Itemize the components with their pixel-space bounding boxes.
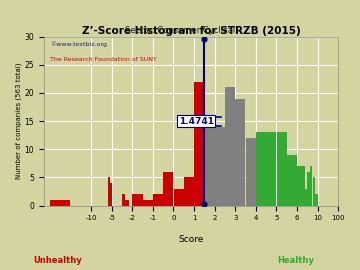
- Text: 1.4741: 1.4741: [179, 117, 213, 126]
- Text: Healthy: Healthy: [277, 256, 314, 265]
- Bar: [302, 166, 305, 205]
- Text: ©www.textbiz.org: ©www.textbiz.org: [50, 42, 107, 47]
- Bar: [246, 138, 256, 205]
- Bar: [184, 177, 194, 205]
- X-axis label: Score: Score: [178, 235, 204, 244]
- Bar: [312, 177, 315, 205]
- Bar: [315, 194, 318, 205]
- Bar: [235, 99, 246, 205]
- Bar: [132, 194, 143, 205]
- Bar: [204, 127, 215, 205]
- Bar: [310, 166, 312, 205]
- Bar: [297, 166, 300, 205]
- Bar: [153, 194, 163, 205]
- Title: Z’-Score Histogram for STRZB (2015): Z’-Score Histogram for STRZB (2015): [82, 26, 300, 36]
- Bar: [110, 183, 112, 205]
- Bar: [50, 200, 70, 205]
- Bar: [108, 177, 110, 205]
- Bar: [174, 189, 184, 205]
- Y-axis label: Number of companies (563 total): Number of companies (563 total): [15, 63, 22, 179]
- Bar: [143, 200, 153, 205]
- Text: Unhealthy: Unhealthy: [33, 256, 82, 265]
- Bar: [287, 155, 297, 205]
- Bar: [276, 132, 287, 205]
- Bar: [266, 132, 276, 205]
- Bar: [163, 172, 174, 205]
- Bar: [215, 127, 225, 205]
- Bar: [126, 200, 129, 205]
- Bar: [194, 82, 204, 205]
- Text: Sector: Consumer Cyclical: Sector: Consumer Cyclical: [125, 26, 235, 35]
- Bar: [305, 189, 307, 205]
- Bar: [307, 172, 310, 205]
- Text: The Research Foundation of SUNY: The Research Foundation of SUNY: [50, 57, 157, 62]
- Bar: [256, 132, 266, 205]
- Bar: [122, 194, 125, 205]
- Bar: [300, 166, 302, 205]
- Bar: [225, 87, 235, 205]
